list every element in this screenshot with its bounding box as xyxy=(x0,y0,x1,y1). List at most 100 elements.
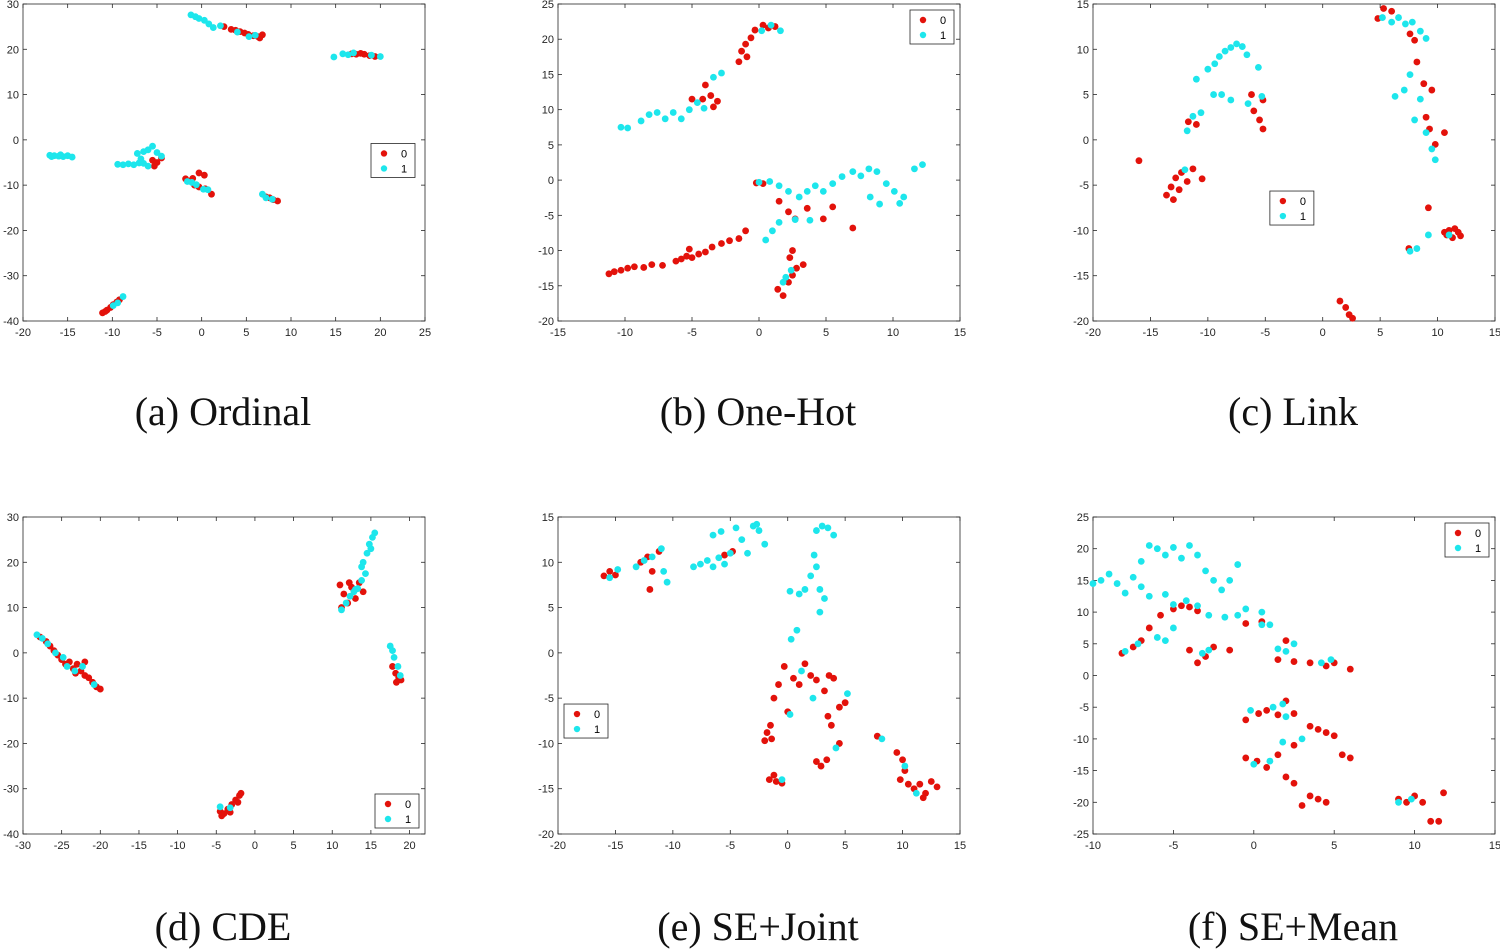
x-tick-label: -5 xyxy=(1169,840,1179,852)
data-point xyxy=(813,527,820,534)
data-point xyxy=(795,681,803,688)
y-tick-label: 15 xyxy=(542,512,554,524)
y-tick-label: -15 xyxy=(538,784,554,796)
data-point xyxy=(742,40,749,48)
data-point xyxy=(672,257,680,265)
y-tick-label: 0 xyxy=(548,175,554,187)
legend: 01 xyxy=(1269,190,1315,226)
data-point xyxy=(1380,5,1387,12)
x-tick-label: 10 xyxy=(1408,840,1420,852)
y-tick-label: -15 xyxy=(1073,271,1089,283)
data-point xyxy=(624,124,632,132)
data-point xyxy=(865,165,873,173)
x-tick-label: 15 xyxy=(365,840,377,852)
data-point xyxy=(1330,732,1338,740)
x-tick-label: -15 xyxy=(131,840,147,852)
data-point xyxy=(1186,542,1193,549)
data-point xyxy=(114,160,122,168)
data-point xyxy=(614,566,622,573)
data-point xyxy=(648,261,656,269)
data-point xyxy=(816,608,824,616)
data-point xyxy=(646,586,654,593)
data-point xyxy=(1391,92,1399,100)
y-tick-label: -15 xyxy=(1073,766,1089,778)
data-point xyxy=(790,674,797,682)
data-point xyxy=(751,26,759,34)
data-point xyxy=(1338,751,1346,759)
data-point xyxy=(1242,716,1250,724)
data-point xyxy=(807,672,815,679)
data-point xyxy=(770,771,778,779)
data-point xyxy=(96,685,104,693)
legend-label-1: 1 xyxy=(1300,211,1306,223)
y-tick-label: -10 xyxy=(538,738,554,750)
data-point xyxy=(1445,231,1453,239)
data-point xyxy=(1424,204,1432,212)
data-point xyxy=(1097,577,1105,584)
y-tick-label: -30 xyxy=(3,271,19,283)
data-point xyxy=(624,264,632,272)
legend-label-0: 0 xyxy=(594,709,600,721)
data-point xyxy=(394,663,402,670)
panel-caption: (c) Link xyxy=(1228,389,1358,434)
y-tick-label: 15 xyxy=(1077,575,1089,587)
data-point xyxy=(702,248,709,256)
data-point xyxy=(1400,86,1408,94)
data-point xyxy=(1435,817,1443,825)
data-point xyxy=(919,161,926,169)
data-point xyxy=(677,115,685,123)
data-point xyxy=(1290,640,1298,648)
data-point xyxy=(710,73,717,81)
data-point xyxy=(732,524,740,532)
data-point xyxy=(1279,700,1287,708)
data-point xyxy=(747,34,755,42)
data-point xyxy=(759,21,767,29)
data-point xyxy=(1234,561,1242,568)
data-point xyxy=(829,203,837,211)
y-tick-label: 15 xyxy=(542,69,554,81)
data-point xyxy=(878,735,886,743)
data-point xyxy=(376,53,384,60)
y-tick-label: -30 xyxy=(3,784,19,796)
data-point xyxy=(1145,624,1153,632)
data-point xyxy=(1170,544,1177,551)
data-point xyxy=(1290,741,1298,749)
plot-area xyxy=(1092,3,1496,322)
data-point xyxy=(849,168,857,176)
x-tick-label: 15 xyxy=(954,327,966,339)
y-tick-label: 5 xyxy=(548,140,554,152)
panel-6: -10 -5 0 5 10 15-25-20-15-10-5051015202501(f)… xyxy=(1073,512,1500,949)
data-point xyxy=(829,180,837,188)
x-tick-label: 5 xyxy=(243,327,249,339)
data-point xyxy=(1406,71,1414,79)
y-tick-label: -40 xyxy=(3,316,19,328)
data-point xyxy=(927,778,935,785)
x-tick-label: 10 xyxy=(896,840,908,852)
data-point xyxy=(818,522,826,530)
y-tick-label: -5 xyxy=(1079,702,1089,714)
data-point xyxy=(685,245,693,253)
data-point xyxy=(1346,665,1354,673)
data-point xyxy=(811,182,819,190)
data-point xyxy=(1105,570,1113,578)
legend-box xyxy=(370,143,416,178)
data-point xyxy=(1242,620,1250,627)
data-point xyxy=(1428,86,1436,94)
y-tick-label: -5 xyxy=(1079,180,1089,192)
x-tick-label: -20 xyxy=(1085,327,1101,339)
legend-box xyxy=(1444,522,1490,558)
data-point xyxy=(866,193,874,201)
data-point xyxy=(1175,186,1183,194)
panel-caption: (e) SE+Joint xyxy=(657,904,858,949)
data-point xyxy=(359,588,367,596)
data-point xyxy=(703,557,711,564)
data-point xyxy=(1161,590,1169,598)
data-point xyxy=(916,780,924,788)
x-tick-label: 0 xyxy=(756,327,762,339)
data-point xyxy=(1244,100,1252,108)
data-point xyxy=(659,261,666,269)
data-point xyxy=(1161,637,1169,645)
legend-label-1: 1 xyxy=(940,30,946,42)
data-point xyxy=(772,778,780,785)
data-point xyxy=(1205,646,1213,654)
